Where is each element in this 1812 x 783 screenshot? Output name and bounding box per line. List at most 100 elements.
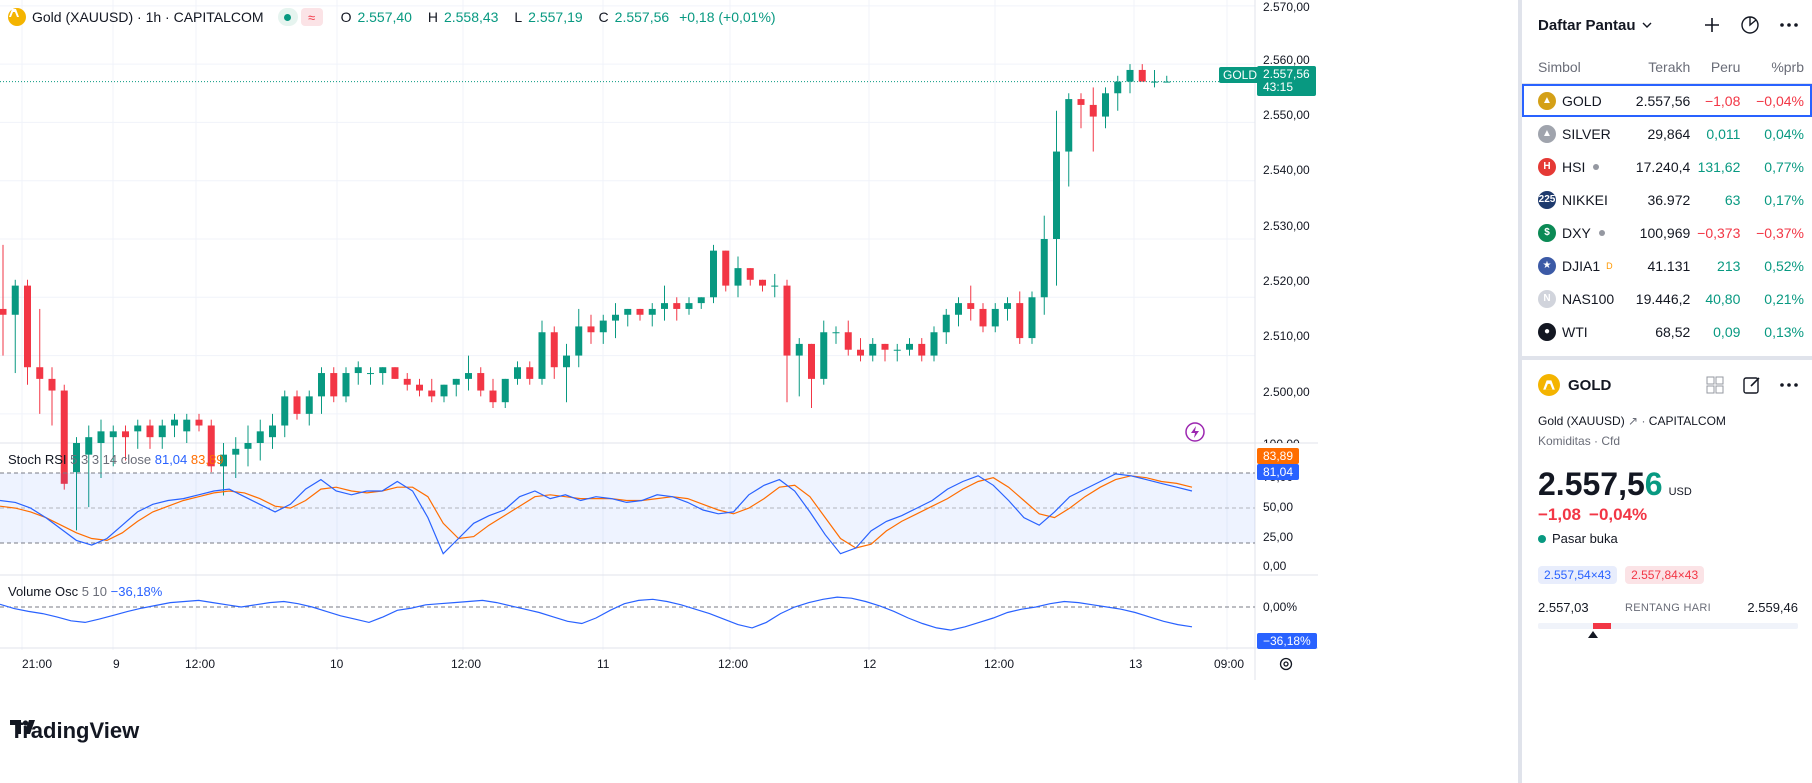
candle-body xyxy=(428,390,436,397)
candle-body xyxy=(1114,81,1122,94)
more-options-icon[interactable] xyxy=(1780,383,1798,387)
details-symbol[interactable]: GOLD xyxy=(1568,376,1612,394)
candle-body xyxy=(722,250,730,286)
candle-body xyxy=(918,343,926,356)
row-change: 0,011 xyxy=(1706,125,1741,142)
bid-chip[interactable]: 2.557,54×43 xyxy=(1538,566,1618,584)
stoch-k-value: 81,04 xyxy=(154,452,188,467)
volume-osc-legend[interactable]: Volume Osc 5 10 −36,18% xyxy=(8,584,163,599)
row-last: 19.446,2 xyxy=(1635,290,1691,307)
gold-coin-icon xyxy=(8,8,26,26)
candle-body xyxy=(403,378,411,385)
candle-body xyxy=(220,454,227,467)
watchlist-row-hsi[interactable]: H HSI 17.240,4 131,62 0,77% xyxy=(1522,150,1812,183)
watchlist-row-gold[interactable]: ▲ GOLD 2.557,56 −1,08 −0,04% xyxy=(1522,84,1812,117)
candle-body xyxy=(489,390,497,403)
candle-body xyxy=(636,308,644,315)
chevron-down-icon xyxy=(1642,22,1652,28)
external-link-icon[interactable]: ↗ xyxy=(1628,414,1639,428)
range-high: 2.559,46 xyxy=(1747,600,1798,615)
candle-body xyxy=(612,314,619,321)
candle-body xyxy=(1065,99,1073,152)
candle-body xyxy=(526,367,534,379)
col-change-pct[interactable]: %prb xyxy=(1771,58,1804,75)
symbol-title[interactable]: Gold (XAUUSD) · 1h · CAPITALCOM xyxy=(32,9,264,25)
more-options-icon[interactable] xyxy=(1780,23,1798,27)
candle-body xyxy=(746,268,754,280)
lightning-icon[interactable] xyxy=(1184,421,1206,443)
candle-body xyxy=(906,343,913,350)
pie-chart-icon[interactable] xyxy=(1740,15,1760,35)
candle-body xyxy=(0,308,7,315)
candle-body xyxy=(550,332,558,368)
ask-chip[interactable]: 2.557,84×43 xyxy=(1625,566,1705,584)
candle-body xyxy=(1028,297,1036,339)
details-header: GOLD xyxy=(1538,360,1798,410)
candle-body xyxy=(440,384,448,397)
watchlist-row-silver[interactable]: ▲ SILVER 29,864 0,011 0,04% xyxy=(1522,117,1812,150)
time-axis-label: 12:00 xyxy=(984,657,1015,671)
chart-area[interactable]: Gold (XAUUSD) · 1h · CAPITALCOM ≈ O 2.557… xyxy=(0,0,1518,783)
watchlist-row-nikkei[interactable]: 225 NIKKEI 36.972 63 0,17% xyxy=(1522,183,1812,216)
time-axis-label: 11 xyxy=(597,657,610,671)
candle-body xyxy=(97,431,105,443)
candle-body xyxy=(256,431,264,443)
candle-body xyxy=(710,250,717,298)
candle-body xyxy=(771,285,779,287)
col-last[interactable]: Terakh xyxy=(1648,58,1691,75)
candle-body xyxy=(379,367,387,374)
symbol-details: GOLD Gold (XAUUSD) ↗ · CAPITALCOM Komidi… xyxy=(1522,356,1812,638)
day-range-bar xyxy=(1538,623,1798,638)
last-price-tag: 2.557,56 43:15 xyxy=(1257,66,1316,96)
price-chart[interactable] xyxy=(0,0,1318,783)
change-value: +0,18 (+0,01%) xyxy=(679,9,776,25)
candle-body xyxy=(477,373,485,391)
watchlist-row-nas100[interactable]: N NAS100 19.446,2 40,80 0,21% xyxy=(1522,282,1812,315)
bid-ask: 2.557,54×43 2.557,84×43 xyxy=(1538,566,1798,584)
edit-note-icon[interactable] xyxy=(1742,375,1762,395)
watchlist-row-dxy[interactable]: $ DXY 100,969 −0,373 −0,37% xyxy=(1522,216,1812,249)
row-change: −0,373 xyxy=(1697,224,1741,241)
tradingview-logo[interactable]: TradingView xyxy=(10,718,140,743)
row-change-pct: 0,77% xyxy=(1764,158,1804,175)
watchlist-rows: ▲ GOLD 2.557,56 −1,08 −0,04% ▲ SILVER 29,864 0,0… xyxy=(1522,84,1812,348)
candle-body xyxy=(685,303,693,309)
candle-body xyxy=(857,349,864,356)
price-axis-label: 2.500,00 xyxy=(1263,385,1310,399)
settings-gear-icon[interactable] xyxy=(1278,656,1294,672)
row-change-pct: 0,21% xyxy=(1764,290,1804,307)
gold-coin-icon: ▲ xyxy=(1538,91,1556,110)
time-axis-label: 09:00 xyxy=(1214,657,1245,671)
close-value: 2.557,56 xyxy=(614,9,670,25)
row-last: 17.240,4 xyxy=(1635,158,1691,175)
row-change: −1,08 xyxy=(1704,92,1741,109)
stoch-k-line xyxy=(0,473,1193,555)
candle-body xyxy=(979,308,987,327)
col-change[interactable]: Peru xyxy=(1710,58,1741,75)
stoch-d-tag: 83,89 xyxy=(1257,448,1300,464)
candle-body xyxy=(1163,81,1171,83)
stoch-axis-label: 0,00 xyxy=(1263,559,1287,573)
market-open-dot-icon[interactable] xyxy=(277,8,298,26)
candle-body xyxy=(1040,238,1048,298)
compare-icon[interactable]: ≈ xyxy=(300,8,323,26)
candle-body xyxy=(465,373,472,379)
add-symbol-icon[interactable] xyxy=(1704,17,1720,33)
ohlc-values: O 2.557,40 H 2.558,43 L 2.557,19 C 2.557,56 … xyxy=(340,9,776,25)
candle-body xyxy=(795,343,803,356)
layout-grid-icon[interactable] xyxy=(1706,376,1724,394)
row-change-pct: 0,13% xyxy=(1764,323,1804,340)
price-axis-label: 2.560,00 xyxy=(1263,53,1310,67)
watchlist-row-djia1[interactable]: ★ DJIA1 D 41.131 213 0,52% xyxy=(1522,249,1812,282)
stoch-rsi-legend[interactable]: Stoch RSI 5 3 3 14 close 81,04 83,89 xyxy=(8,452,224,467)
volume-osc-value: −36,18% xyxy=(110,584,163,599)
col-symbol[interactable]: Simbol xyxy=(1538,58,1581,75)
nasdaq-icon: N xyxy=(1538,289,1556,308)
range-low: 2.557,03 xyxy=(1538,600,1589,615)
range-bar-fill xyxy=(1592,623,1611,629)
status-dot-icon xyxy=(1538,534,1546,543)
time-axis-label: 10 xyxy=(330,657,344,671)
candle-body xyxy=(624,308,632,315)
watchlist-row-wti[interactable]: ● WTI 68,52 0,09 0,13% xyxy=(1522,315,1812,348)
watchlist-title[interactable]: Daftar Pantau xyxy=(1538,17,1652,34)
